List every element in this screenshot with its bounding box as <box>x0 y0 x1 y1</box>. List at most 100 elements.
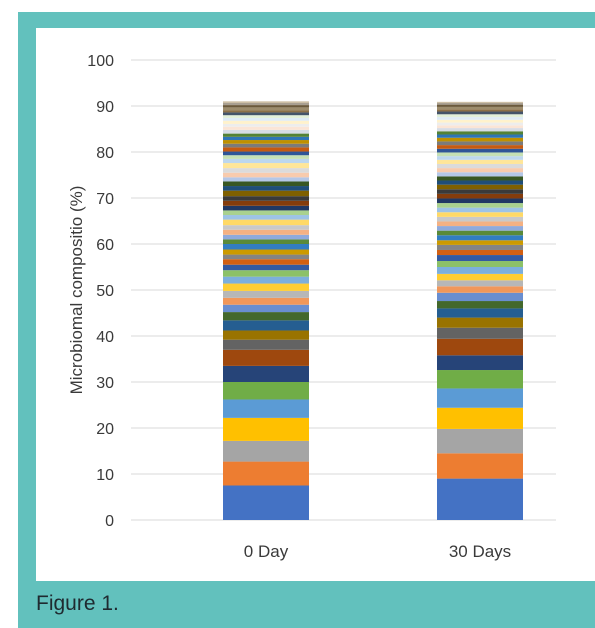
x-axis-ticks: 0 Day 30 Days <box>244 542 511 561</box>
bar-segment <box>223 440 309 462</box>
bar-segment <box>437 134 523 138</box>
bar-segment <box>437 104 523 107</box>
bar-segment <box>223 140 309 144</box>
bar-segment <box>437 407 523 429</box>
bar-segment <box>223 196 309 201</box>
bar-segment <box>437 156 523 160</box>
bar-segment <box>223 123 309 127</box>
y-tick-label: 20 <box>96 421 114 438</box>
y-tick-label: 60 <box>96 237 114 254</box>
bar-segment <box>437 286 523 293</box>
bar-segment <box>437 207 523 213</box>
bar-segment <box>437 145 523 149</box>
chart-panel: 0 10 20 30 40 50 60 70 80 90 100 0 Day 30 Days Micr… <box>36 28 595 581</box>
bar-segment <box>223 229 309 235</box>
bar-segment <box>437 198 523 204</box>
bar-segment <box>223 143 309 148</box>
bar-segment <box>437 184 523 190</box>
x-tick-label: 0 Day <box>244 542 289 561</box>
bar-stack-1 <box>437 101 523 520</box>
bar-segment <box>223 105 309 108</box>
bar-segment <box>223 417 309 441</box>
bar-segment <box>223 339 309 350</box>
bar-segment <box>437 152 523 157</box>
y-tick-label: 50 <box>96 283 114 300</box>
bar-segment <box>223 190 309 197</box>
bar-segment <box>437 301 523 309</box>
bar-segment <box>437 308 523 318</box>
y-axis-label: Microbiomal compositio (%) <box>67 186 86 395</box>
bar-segment <box>223 244 309 250</box>
y-tick-label: 90 <box>96 99 114 116</box>
bar-segment <box>223 365 309 382</box>
bar-segment <box>223 239 309 244</box>
y-axis-ticks: 0 10 20 30 40 50 60 70 80 90 100 <box>87 53 114 530</box>
bar-segment <box>437 244 523 250</box>
bar-segment <box>437 137 523 142</box>
bar-segment <box>223 112 309 116</box>
bar-segment <box>437 122 523 126</box>
y-tick-label: 80 <box>96 145 114 162</box>
bar-segment <box>223 107 309 111</box>
bar-segment <box>223 163 309 169</box>
bar-segment <box>223 290 309 298</box>
bar-segment <box>437 212 523 217</box>
y-tick-label: 70 <box>96 191 114 208</box>
bars <box>223 101 523 520</box>
bar-segment <box>223 297 309 305</box>
bar-segment <box>437 189 523 194</box>
bar-segment <box>223 200 309 206</box>
bar-segment <box>223 215 309 220</box>
bar-segment <box>223 399 309 418</box>
bar-segment <box>437 109 523 112</box>
bar-segment <box>223 136 309 141</box>
bar-segment <box>437 114 523 118</box>
bar-segment <box>223 168 309 173</box>
bar-segment <box>437 327 523 339</box>
bar-segment <box>437 106 523 110</box>
bar-segment <box>223 129 309 134</box>
bar-segment <box>437 355 523 371</box>
bar-segment <box>223 102 309 106</box>
bar-stack-0 <box>223 101 309 520</box>
bar-segment <box>437 163 523 169</box>
bar-segment <box>437 172 523 177</box>
bar-segment <box>223 225 309 230</box>
bar-segment <box>223 259 309 265</box>
bar-segment <box>437 101 523 103</box>
bar-segment <box>437 478 523 520</box>
bar-segment <box>223 172 309 178</box>
bar-segment <box>223 330 309 340</box>
bar-segment <box>223 283 309 291</box>
bar-segment <box>437 388 523 408</box>
bar-segment <box>223 234 309 240</box>
bar-segment <box>437 193 523 199</box>
bar-segment <box>223 485 309 520</box>
bar-segment <box>437 453 523 479</box>
bar-segment <box>437 338 523 356</box>
bar-segment <box>223 320 309 331</box>
bar-segment <box>223 151 309 156</box>
y-tick-label: 100 <box>87 53 114 70</box>
bar-segment <box>223 382 309 400</box>
bar-segment <box>437 221 523 227</box>
bar-segment <box>223 101 309 103</box>
bar-segment <box>223 304 309 313</box>
bar-segment <box>437 102 523 105</box>
bar-segment <box>223 147 309 152</box>
bar-segment <box>223 276 309 284</box>
bar-segment <box>223 270 309 277</box>
bar-segment <box>437 428 523 454</box>
bar-segment <box>437 159 523 164</box>
bar-segment <box>223 349 309 366</box>
bar-segment <box>437 131 523 135</box>
bar-segment <box>437 273 523 281</box>
bar-segment <box>437 249 523 256</box>
bar-segment <box>223 181 309 187</box>
bar-segment <box>223 249 309 255</box>
bar-segment <box>223 186 309 191</box>
bar-segment <box>437 141 523 146</box>
bar-segment <box>223 133 309 137</box>
bar-segment <box>437 111 523 115</box>
bar-segment <box>223 126 309 130</box>
